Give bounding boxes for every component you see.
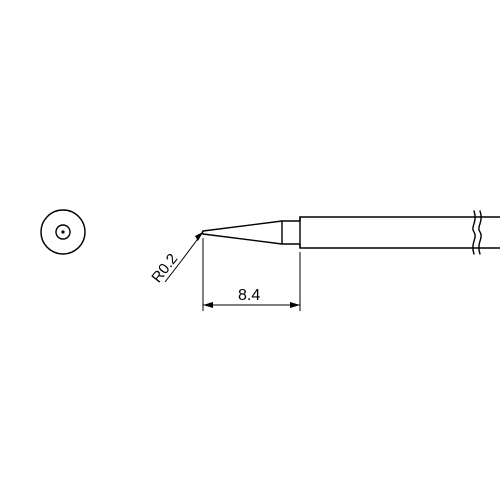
radius-arrow xyxy=(195,232,203,241)
end-view xyxy=(41,210,85,254)
outline-bottom xyxy=(203,234,500,248)
outline-top xyxy=(203,217,500,231)
radius-label: R0.2 xyxy=(148,251,181,286)
length-label: 8.4 xyxy=(238,287,260,304)
dim-arrow-right xyxy=(290,302,300,308)
center-dot xyxy=(61,230,64,233)
side-view xyxy=(202,211,500,254)
dim-arrow-left xyxy=(203,302,213,308)
technical-drawing: R0.2 8.4 xyxy=(0,0,500,500)
